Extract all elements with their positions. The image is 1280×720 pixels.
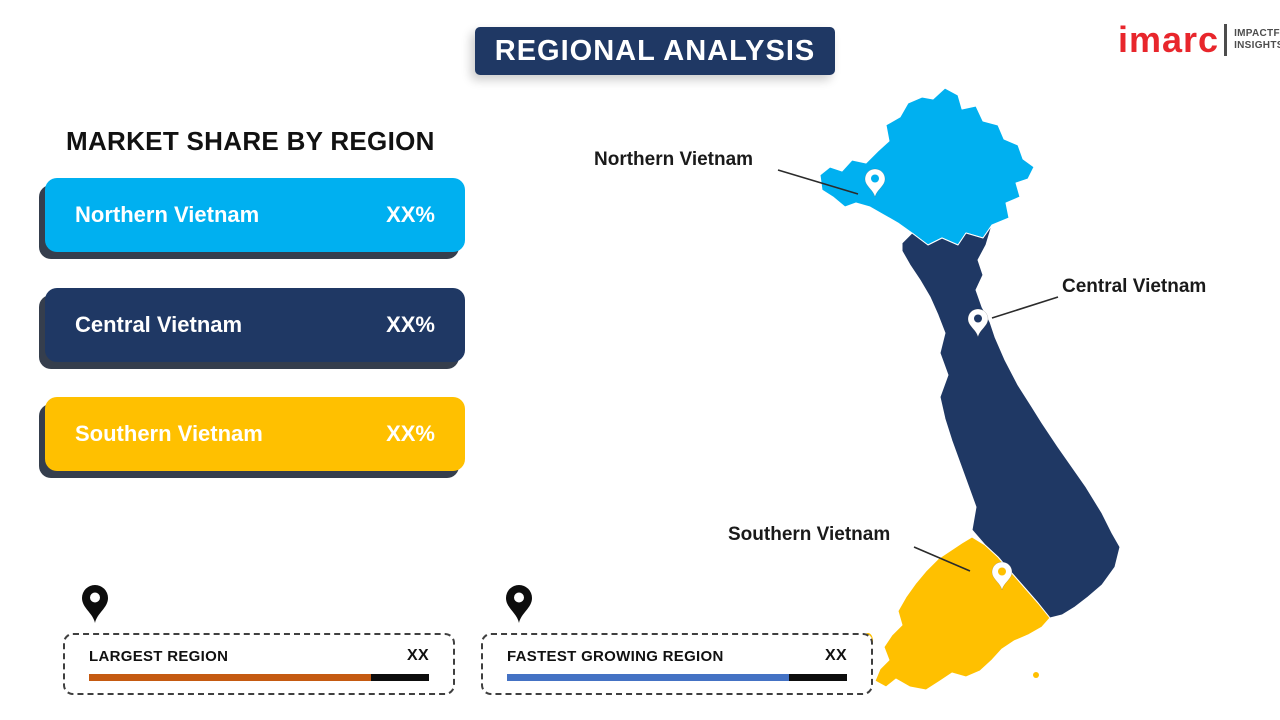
fastest-growing-bar-color <box>507 674 789 681</box>
region-name-southern: Southern Vietnam <box>75 421 263 446</box>
region-card-southern: Southern Vietnam XX% <box>45 397 465 471</box>
map-label-southern: Southern Vietnam <box>728 524 891 545</box>
largest-region-pin-icon <box>82 585 108 623</box>
map-region-central <box>901 224 1121 619</box>
logo-tagline-line1: IMPACTFUL <box>1234 27 1280 39</box>
logo-tagline: IMPACTFUL INSIGHTS <box>1234 28 1280 53</box>
region-share-central: XX% <box>386 312 435 337</box>
map-island-southeast <box>1033 672 1039 678</box>
imarc-wordmark: imarc <box>1118 19 1220 60</box>
market-share-heading: MARKET SHARE BY REGION <box>66 126 435 156</box>
fastest-growing-label: FASTEST GROWING REGION <box>507 647 724 665</box>
map-label-central: Central Vietnam <box>1062 276 1207 297</box>
page-title: REGIONAL ANALYSIS <box>475 27 835 75</box>
largest-region-label: LARGEST REGION <box>89 647 229 665</box>
largest-region-box: LARGEST REGION XX <box>63 633 455 695</box>
fastest-growing-bar <box>507 674 847 681</box>
logo-tagline-line2: INSIGHTS <box>1234 40 1280 51</box>
region-name-northern: Northern Vietnam <box>75 202 260 227</box>
largest-region-value: XX <box>407 647 429 664</box>
region-name-central: Central Vietnam <box>75 312 243 337</box>
map-region-northern <box>819 87 1035 246</box>
region-share-northern: XX% <box>386 202 435 227</box>
largest-region-bar-black <box>371 674 429 681</box>
map-pin-central <box>967 308 989 338</box>
logo-divider <box>1224 24 1228 56</box>
fastest-growing-pin-icon <box>506 585 532 623</box>
fastest-growing-value: XX <box>825 647 847 664</box>
map-pin-southern <box>991 561 1013 591</box>
map-label-northern: Northern Vietnam <box>594 149 754 170</box>
region-card-northern: Northern Vietnam XX% <box>45 178 465 252</box>
largest-region-bar-color <box>89 674 371 681</box>
vietnam-map <box>819 87 1121 691</box>
map-pin-northern <box>864 168 886 198</box>
largest-region-bar <box>89 674 429 681</box>
fastest-growing-bar-black <box>789 674 847 681</box>
region-card-central: Central Vietnam XX% <box>45 288 465 362</box>
imarc-logo: imarc IMPACTFUL INSIGHTS <box>1118 22 1280 58</box>
fastest-growing-region-box: FASTEST GROWING REGION XX <box>481 633 873 695</box>
region-share-southern: XX% <box>386 421 435 446</box>
